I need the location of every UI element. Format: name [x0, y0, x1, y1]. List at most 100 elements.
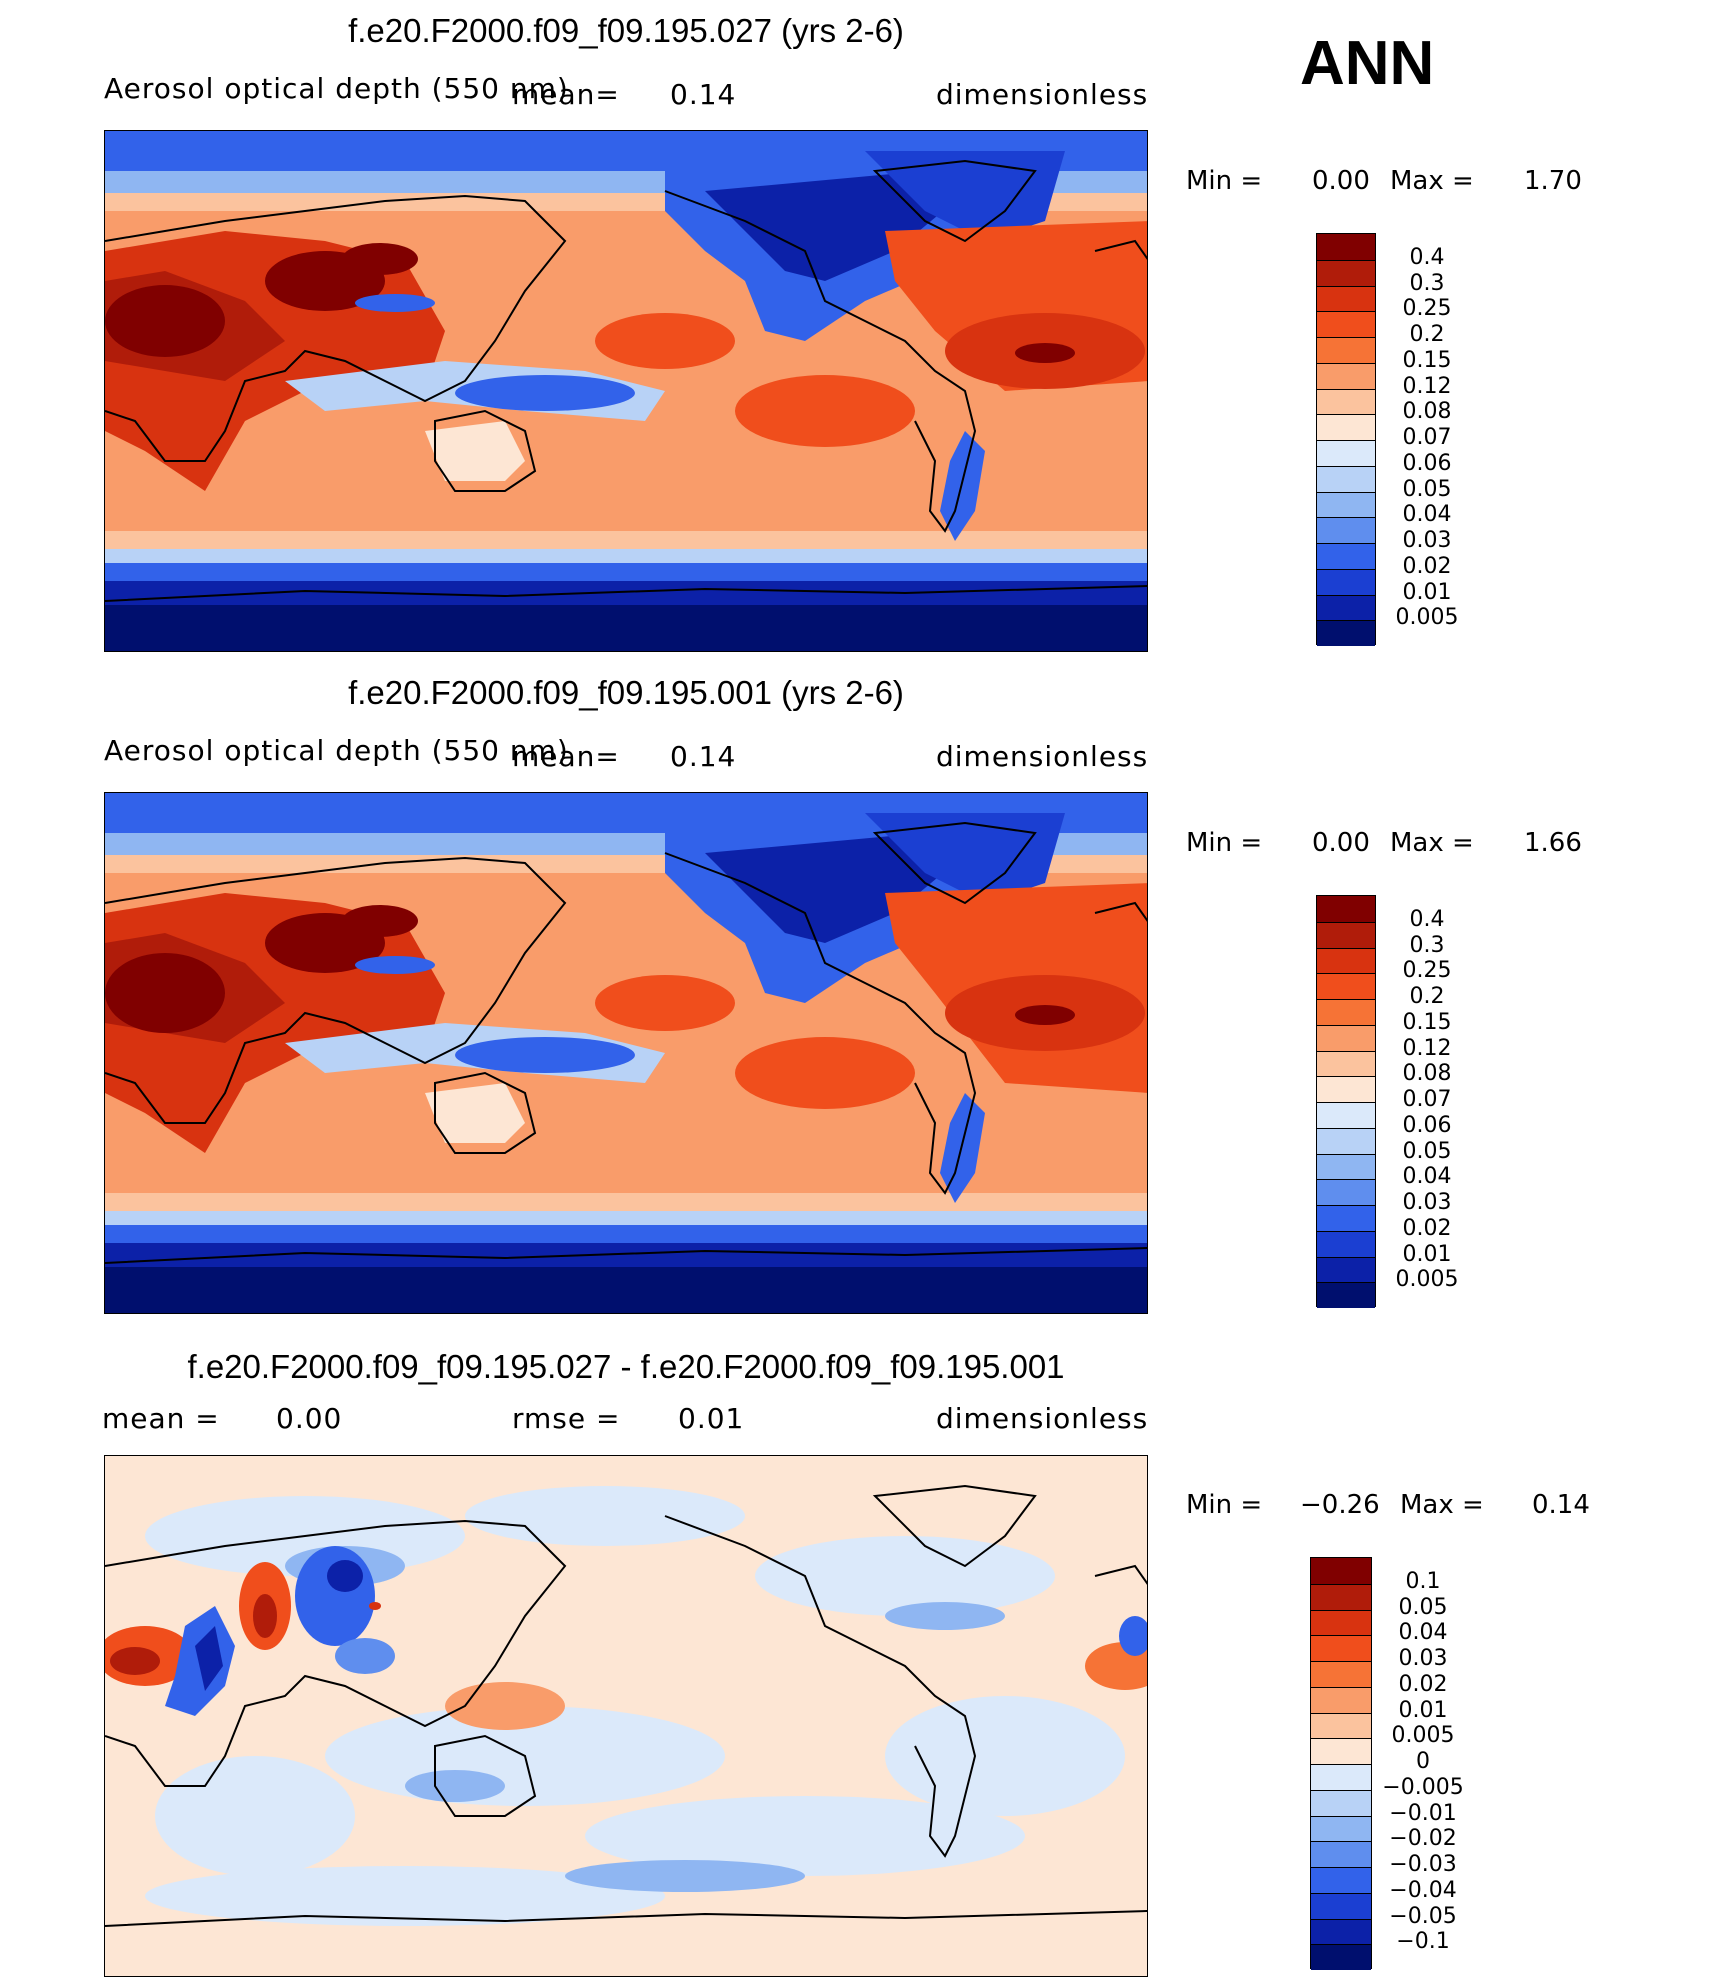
- panel3-mean-value: 0.00: [276, 1402, 343, 1435]
- colorbar-segment: [1311, 1738, 1371, 1764]
- colorbar-tick-label: 0.08: [1402, 1061, 1452, 1087]
- colorbar-segment: [1311, 1686, 1371, 1713]
- panel1-min-value: 0.00: [1312, 166, 1370, 196]
- colorbar-segment: [1317, 440, 1375, 466]
- colorbar-segment: [1317, 1179, 1375, 1205]
- colorbar-segment: [1317, 362, 1375, 389]
- colorbar-segment: [1317, 517, 1375, 543]
- colorbar-segment: [1317, 896, 1375, 922]
- colorbar-tick-label: 0.12: [1402, 1035, 1452, 1061]
- colorbar-segment: [1317, 259, 1375, 286]
- panel1-units: dimensionless: [936, 78, 1149, 111]
- colorbar-tick-label: 0.05: [1398, 1594, 1448, 1620]
- colorbar-tick-label: 0.4: [1409, 906, 1445, 932]
- panel3-rmse-label: rmse =: [512, 1402, 621, 1435]
- panel1-min-label: Min =: [1186, 166, 1263, 196]
- colorbar-segment: [1317, 973, 1375, 999]
- panel2-title: f.e20.F2000.f09_f09.195.001 (yrs 2-6): [348, 674, 904, 711]
- colorbar-segment: [1311, 1558, 1371, 1584]
- colorbar-tick-label: −0.1: [1396, 1929, 1450, 1955]
- colorbar-tick-label: 0.12: [1402, 373, 1452, 399]
- colorbar-tick-label: 0.1: [1405, 1568, 1441, 1594]
- panel2-min-value: 0.00: [1312, 828, 1370, 858]
- colorbar-tick-label: 0.25: [1402, 958, 1452, 984]
- colorbar-tick-label: 0.01: [1402, 1241, 1452, 1267]
- colorbar-segment: [1311, 1892, 1371, 1919]
- panel3-min-label: Min =: [1186, 1490, 1263, 1520]
- colorbar-segment: [1311, 1583, 1371, 1610]
- colorbar-tick-label: 0.25: [1402, 296, 1452, 322]
- colorbar-segment: [1311, 1635, 1371, 1661]
- panel2-colorbar: [1316, 895, 1376, 1308]
- colorbar-segment: [1311, 1944, 1371, 1970]
- colorbar-segment: [1317, 1127, 1375, 1154]
- colorbar-tick-label: 0.05: [1402, 1138, 1452, 1164]
- colorbar-segment: [1317, 285, 1375, 312]
- colorbar-tick-label: 0.07: [1402, 1087, 1452, 1112]
- colorbar-segment: [1317, 999, 1375, 1025]
- colorbar-segment: [1317, 1230, 1375, 1257]
- colorbar-tick-label: 0.05: [1402, 476, 1452, 502]
- panel2-units: dimensionless: [936, 740, 1149, 773]
- colorbar-tick-label: 0.02: [1398, 1671, 1448, 1697]
- colorbar-segment: [1317, 921, 1375, 948]
- colorbar-tick-label: 0.06: [1402, 1112, 1452, 1138]
- colorbar-tick-label: 0.08: [1402, 399, 1452, 425]
- colorbar-tick-label: 0.3: [1409, 270, 1445, 296]
- colorbar-tick-label: 0.01: [1398, 1697, 1448, 1723]
- colorbar-tick-label: −0.02: [1389, 1826, 1457, 1852]
- colorbar-segment: [1317, 1024, 1375, 1051]
- colorbar-tick-label: 0.2: [1409, 322, 1445, 347]
- panel1-title: f.e20.F2000.f09_f09.195.027 (yrs 2-6): [348, 12, 904, 49]
- colorbar-segment: [1317, 1153, 1375, 1180]
- colorbar-tick-label: 0.02: [1402, 553, 1452, 579]
- colorbar-tick-label: 0.03: [1402, 1190, 1452, 1215]
- panel1-max-label: Max =: [1390, 166, 1474, 196]
- colorbar-segment: [1317, 311, 1375, 337]
- colorbar-segment: [1317, 947, 1375, 974]
- colorbar-segment: [1311, 1867, 1371, 1893]
- colorbar-segment: [1311, 1789, 1371, 1816]
- panel3-min-value: −0.26: [1300, 1490, 1380, 1520]
- panel3-max-value: 0.14: [1532, 1490, 1590, 1520]
- colorbar-segment: [1317, 543, 1375, 569]
- colorbar-segment: [1311, 1841, 1371, 1867]
- colorbar-segment: [1317, 1076, 1375, 1102]
- colorbar-segment: [1317, 594, 1375, 621]
- colorbar-tick-label: 0.07: [1402, 425, 1452, 450]
- colorbar-tick-label: 0.005: [1395, 605, 1459, 631]
- colorbar-tick-label: 0.02: [1402, 1215, 1452, 1241]
- colorbar-tick-label: 0.04: [1402, 502, 1452, 528]
- colorbar-segment: [1317, 1102, 1375, 1128]
- colorbar-tick-label: −0.005: [1382, 1774, 1464, 1800]
- colorbar-segment: [1311, 1918, 1371, 1945]
- panel2-max-value: 1.66: [1524, 828, 1582, 858]
- colorbar-segment: [1311, 1764, 1371, 1790]
- colorbar-tick-label: 0.04: [1402, 1164, 1452, 1190]
- panel2-variable: Aerosol optical depth (550 nm): [104, 734, 569, 767]
- colorbar-segment: [1317, 465, 1375, 492]
- colorbar-tick-label: −0.04: [1389, 1877, 1457, 1903]
- colorbar-tick-label: 0.03: [1398, 1646, 1448, 1671]
- colorbar-tick-label: 0.15: [1402, 347, 1452, 373]
- colorbar-segment: [1317, 1205, 1375, 1231]
- panel1-colorbar: [1316, 233, 1376, 646]
- panel3-map: [104, 1455, 1148, 1977]
- colorbar-tick-label: 0: [1416, 1749, 1430, 1774]
- colorbar-tick-label: 0.3: [1409, 932, 1445, 958]
- colorbar-tick-label: 0.2: [1409, 984, 1445, 1009]
- colorbar-tick-label: 0.4: [1409, 244, 1445, 270]
- colorbar-tick-label: 0.04: [1398, 1620, 1448, 1646]
- colorbar-segment: [1317, 414, 1375, 440]
- colorbar-segment: [1317, 337, 1375, 363]
- panel2-max-label: Max =: [1390, 828, 1474, 858]
- colorbar-segment: [1317, 388, 1375, 415]
- season-label: ANN: [1300, 29, 1435, 98]
- panel2-min-label: Min =: [1186, 828, 1263, 858]
- colorbar-segment: [1317, 568, 1375, 595]
- colorbar-tick-label: 0.005: [1391, 1723, 1455, 1749]
- colorbar-tick-label: 0.005: [1395, 1267, 1459, 1293]
- panel1-mean-value: 0.14: [670, 78, 737, 111]
- panel2-mean-value: 0.14: [670, 740, 737, 773]
- colorbar-segment: [1311, 1661, 1371, 1687]
